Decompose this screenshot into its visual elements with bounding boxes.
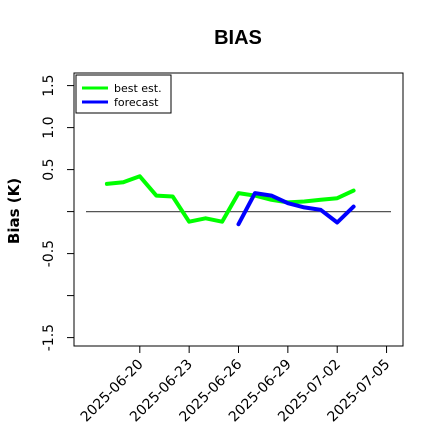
y-tick-label: -0.5: [41, 240, 57, 267]
legend-box: [75, 74, 172, 114]
y-axis-label: Bias (K): [5, 178, 23, 244]
y-tick-label: -1.5: [41, 324, 57, 351]
series-line-forecast: [236, 191, 356, 227]
plot-frame: [73, 72, 404, 347]
y-tick-label: 1.0: [41, 116, 57, 138]
legend-label-forecast: forecast: [114, 96, 159, 109]
y-tick-label: 0.5: [41, 158, 57, 180]
series-line-best-est: [104, 174, 356, 224]
legend-label-best-est: best est.: [114, 82, 162, 95]
chart-title: BIAS: [214, 27, 262, 49]
y-tick-label: 1.5: [41, 74, 57, 96]
legend: best est. forecast: [75, 74, 172, 114]
